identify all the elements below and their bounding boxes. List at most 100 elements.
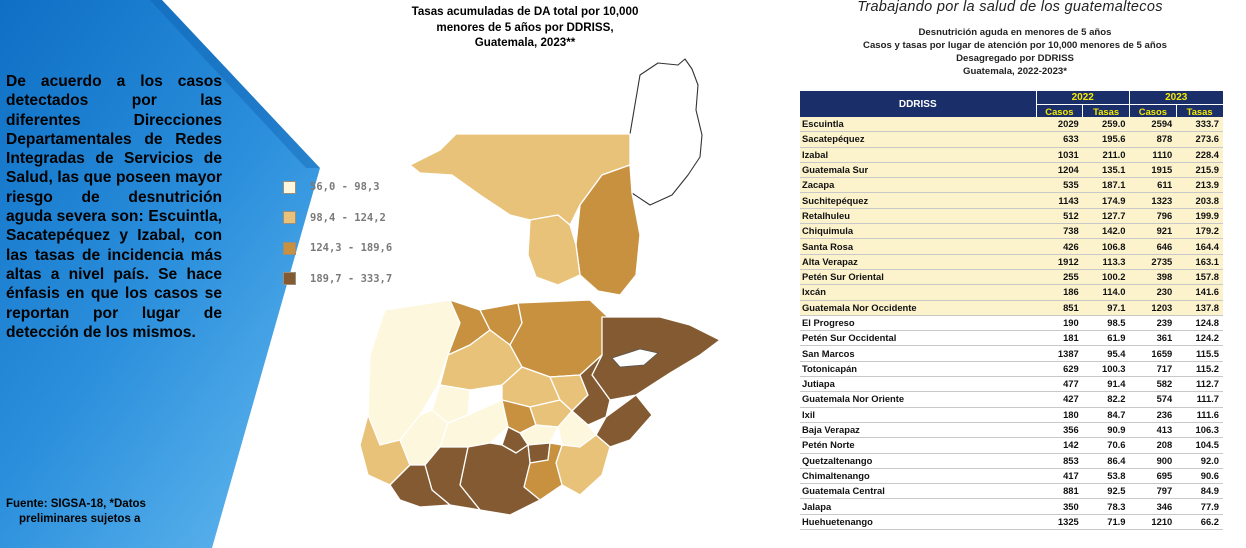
- row-casos-2023: 582: [1129, 376, 1177, 393]
- row-tasas-2022: 187.1: [1082, 177, 1130, 194]
- row-casos-2023: 2735: [1129, 254, 1177, 270]
- table-row: Guatemala Nor Oriente 427 82.2 574 111.7: [800, 391, 1223, 408]
- row-casos-2023: 1915: [1129, 162, 1177, 179]
- row-ddriss-name: Huehuetenango: [800, 514, 1036, 531]
- row-casos-2022: 1143: [1036, 192, 1083, 209]
- row-ddriss-name: San Marcos: [800, 345, 1036, 362]
- table-row: Chiquimula 738 142.0 921 179.2: [800, 223, 1223, 240]
- row-casos-2022: 350: [1036, 498, 1083, 515]
- table-row: Alta Verapaz 1912 113.3 2735 163.1: [800, 254, 1223, 270]
- row-tasas-2023: 111.6: [1176, 407, 1223, 423]
- row-tasas-2022: 95.4: [1082, 345, 1130, 362]
- row-casos-2022: 851: [1036, 300, 1083, 316]
- row-tasas-2022: 70.6: [1082, 437, 1130, 454]
- table-row: Quetzaltenango 853 86.4 900 92.0: [800, 453, 1223, 469]
- row-casos-2022: 535: [1036, 177, 1083, 194]
- row-tasas-2023: 163.1: [1176, 254, 1223, 270]
- table-row: Jutiapa 477 91.4 582 112.7: [800, 376, 1223, 393]
- row-ddriss-name: Chimaltenango: [800, 468, 1036, 485]
- legend-item: 124,3 - 189,6: [283, 239, 403, 257]
- row-ddriss-name: Totonicapán: [800, 361, 1036, 378]
- table-row: El Progreso 190 98.5 239 124.8: [800, 315, 1223, 332]
- region-peten-centro: [527, 214, 581, 286]
- row-casos-2022: 1325: [1036, 514, 1083, 531]
- row-tasas-2023: 115.5: [1176, 345, 1223, 362]
- row-casos-2023: 611: [1129, 177, 1177, 194]
- row-tasas-2022: 78.3: [1082, 498, 1130, 515]
- row-casos-2023: 796: [1129, 208, 1177, 225]
- row-tasas-2023: 273.6: [1176, 131, 1223, 148]
- row-tasas-2022: 106.8: [1082, 238, 1130, 255]
- row-tasas-2022: 211.0: [1082, 147, 1130, 163]
- table-row: Izabal 1031 211.0 1110 228.4: [800, 147, 1223, 163]
- row-tasas-2022: 91.4: [1082, 376, 1130, 393]
- row-tasas-2022: 127.7: [1082, 208, 1130, 225]
- region-izabal: [591, 316, 721, 401]
- subtitle-line-3: Desagregado por DDRISS: [956, 53, 1074, 64]
- row-casos-2023: 717: [1129, 361, 1177, 378]
- row-tasas-2023: 164.4: [1176, 238, 1223, 255]
- row-ddriss-name: Ixcán: [800, 284, 1036, 301]
- table-row: Escuintla 2029 259.0 2594 333.7: [800, 117, 1223, 133]
- table-row: Baja Verapaz 356 90.9 413 106.3: [800, 422, 1223, 439]
- row-ddriss-name: Alta Verapaz: [800, 254, 1036, 270]
- map-title-line-3: Guatemala, 2023**: [474, 36, 576, 50]
- subtitle-line-4: Guatemala, 2022-2023*: [963, 66, 1067, 77]
- row-tasas-2022: 98.5: [1082, 315, 1130, 332]
- map-title: Tasas acumuladas de DA total por 10,000 …: [370, 4, 680, 51]
- subtitle-line-2: Casos y tasas por lugar de atención por …: [863, 40, 1167, 51]
- table-row: San Marcos 1387 95.4 1659 115.5: [800, 345, 1223, 362]
- row-casos-2022: 629: [1036, 361, 1083, 378]
- row-casos-2022: 417: [1036, 468, 1083, 485]
- row-ddriss-name: El Progreso: [800, 315, 1036, 332]
- row-casos-2023: 695: [1129, 468, 1177, 485]
- row-casos-2023: 2594: [1129, 117, 1177, 133]
- row-casos-2022: 2029: [1036, 117, 1083, 133]
- table-body: Escuintla 2029 259.0 2594 333.7 Sacatepéquez 6…: [800, 117, 1223, 531]
- row-ddriss-name: Guatemala Central: [800, 483, 1036, 500]
- table-row: Huehuetenango 1325 71.9 1210 66.2: [800, 514, 1223, 531]
- map-legend: 56,0 - 98,3 98,4 - 124,2 124,3 - 189,6 1…: [283, 178, 403, 300]
- table-row: Petén Sur Oriental 255 100.2 398 157.8: [800, 269, 1223, 286]
- row-tasas-2022: 92.5: [1082, 483, 1130, 500]
- row-casos-2023: 398: [1129, 269, 1177, 286]
- row-tasas-2023: 203.8: [1176, 192, 1223, 209]
- header-year-2022: 2022: [1036, 91, 1130, 105]
- row-casos-2023: 230: [1129, 284, 1177, 301]
- table-row: Ixcán 186 114.0 230 141.6: [800, 284, 1223, 301]
- source-note: Fuente: SIGSA-18, *Datos preliminares su…: [6, 497, 196, 527]
- row-casos-2023: 1323: [1129, 192, 1177, 209]
- row-tasas-2023: 124.2: [1176, 330, 1223, 347]
- row-ddriss-name: Zacapa: [800, 177, 1036, 194]
- row-ddriss-name: Izabal: [800, 147, 1036, 163]
- row-casos-2022: 738: [1036, 223, 1083, 240]
- table-row: Petén Norte 142 70.6 208 104.5: [800, 437, 1223, 454]
- row-tasas-2023: 66.2: [1176, 514, 1223, 531]
- row-tasas-2023: 215.9: [1176, 162, 1223, 179]
- legend-item: 189,7 - 333,7: [283, 270, 403, 288]
- row-casos-2022: 1204: [1036, 162, 1083, 179]
- row-tasas-2022: 195.6: [1082, 131, 1130, 148]
- row-casos-2022: 426: [1036, 238, 1083, 255]
- row-casos-2023: 797: [1129, 483, 1177, 500]
- blue-arrow-shape: [0, 0, 320, 548]
- row-casos-2022: 356: [1036, 422, 1083, 439]
- table-row: Ixil 180 84.7 236 111.6: [800, 407, 1223, 423]
- table-row: Zacapa 535 187.1 611 213.9: [800, 177, 1223, 194]
- legend-swatch: [283, 211, 296, 224]
- row-casos-2023: 1110: [1129, 147, 1177, 163]
- table-row: Santa Rosa 426 106.8 646 164.4: [800, 238, 1223, 255]
- legend-label: 189,7 - 333,7: [310, 272, 393, 285]
- table-row: Retalhuleu 512 127.7 796 199.9: [800, 208, 1223, 225]
- row-casos-2023: 413: [1129, 422, 1177, 439]
- row-tasas-2022: 259.0: [1082, 117, 1130, 133]
- row-tasas-2023: 228.4: [1176, 147, 1223, 163]
- row-casos-2022: 181: [1036, 330, 1083, 347]
- row-casos-2022: 881: [1036, 483, 1083, 500]
- table-row: Guatemala Sur 1204 135.1 1915 215.9: [800, 162, 1223, 179]
- row-casos-2023: 1659: [1129, 345, 1177, 362]
- row-casos-2022: 427: [1036, 391, 1083, 408]
- row-casos-2022: 180: [1036, 407, 1083, 423]
- source-line-2: preliminares sujetos a: [19, 513, 141, 525]
- row-tasas-2022: 53.8: [1082, 468, 1130, 485]
